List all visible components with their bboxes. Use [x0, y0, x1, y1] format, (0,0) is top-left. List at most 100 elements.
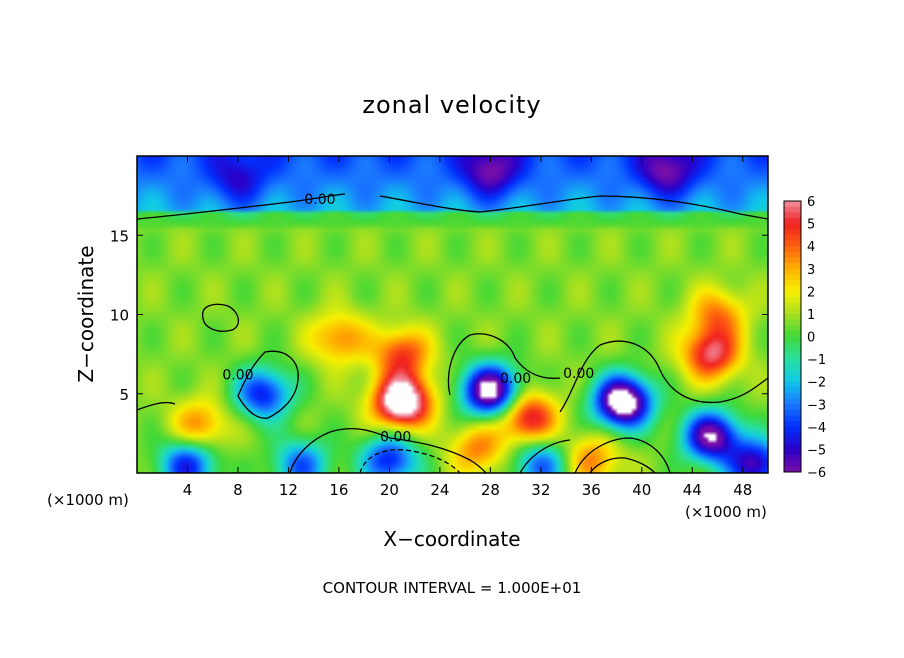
- x-tick-label: 4: [183, 481, 193, 499]
- colorbar-tick-label: −4: [807, 421, 826, 436]
- contour-labels: 0.00 0.00 0.00 0.00 0.00: [222, 192, 594, 446]
- colorbar: 6 5 4 3 2 1 0 −1 −2 −3 −4 −5 −6: [783, 195, 826, 481]
- colorbar-swatch: [784, 201, 801, 208]
- colorbar-swatch: [784, 460, 801, 467]
- colorbar-swatch: [784, 381, 801, 388]
- central-cell-contour: [289, 428, 487, 473]
- colorbar-swatch: [784, 223, 801, 230]
- colorbar-swatch: [784, 268, 801, 275]
- colorbar-swatch: [784, 240, 801, 247]
- x-tick-label: 8: [233, 481, 243, 499]
- colorbar-swatch: [784, 336, 801, 343]
- colorbar-tick-label: −1: [807, 353, 826, 368]
- colorbar-swatch: [784, 263, 801, 270]
- colorbar-swatch: [784, 438, 801, 445]
- right-cell-contour: [559, 340, 768, 413]
- y-axis: 5 10 15: [110, 227, 768, 404]
- colorbar-swatch: [784, 342, 801, 349]
- colorbar-swatch: [784, 274, 801, 281]
- colorbar-tick-label: −6: [807, 466, 826, 481]
- y-tick-label: 10: [110, 307, 129, 325]
- plot-area: 0.00 0.00 0.00 0.00 0.00: [137, 156, 768, 473]
- colorbar-swatch: [784, 313, 801, 320]
- x-unit-left: (×1000 m): [47, 491, 129, 509]
- x-unit-right: (×1000 m): [685, 503, 767, 521]
- chart-title: zonal velocity: [362, 91, 541, 119]
- y-axis-label: Z−coordinate: [74, 245, 98, 382]
- colorbar-swatch: [784, 426, 801, 433]
- colorbar-swatch: [784, 217, 801, 224]
- x-tick-label: 48: [733, 481, 752, 499]
- colorbar-tick-label: 1: [807, 308, 815, 323]
- colorbar-swatch: [784, 325, 801, 332]
- left-boundary-contour: [137, 350, 299, 419]
- colorbar-swatch: [784, 376, 801, 383]
- x-tick-label: 24: [430, 481, 449, 499]
- contour-label-0: 0.00: [304, 192, 335, 208]
- upper-left-cell-contour: [202, 303, 239, 332]
- colorbar-tick-label: 4: [807, 240, 815, 255]
- colorbar-swatch: [784, 291, 801, 298]
- colorbar-swatch: [784, 432, 801, 439]
- x-axis-label: X−coordinate: [383, 527, 520, 551]
- colorbar-swatch: [784, 409, 801, 416]
- x-tick-label: 36: [582, 481, 601, 499]
- contour-label-3: 0.00: [500, 371, 531, 387]
- bottom-center-contour: [519, 437, 671, 473]
- colorbar-swatch: [784, 404, 801, 411]
- x-tick-label: 40: [632, 481, 651, 499]
- colorbar-swatch: [784, 280, 801, 287]
- x-tick-label: 20: [380, 481, 399, 499]
- x-tick-label: 44: [683, 481, 702, 499]
- x-tick-label: 12: [279, 481, 298, 499]
- mid-cell-contour: [447, 333, 561, 396]
- y-tick-label: 15: [110, 227, 129, 245]
- x-tick-label: 32: [531, 481, 550, 499]
- colorbar-swatch: [784, 359, 801, 366]
- colorbar-tick-label: −2: [807, 376, 826, 391]
- colorbar-tick-label: 6: [807, 195, 815, 210]
- contour-interval-note: CONTOUR INTERVAL = 1.000E+01: [323, 579, 582, 597]
- x-axis: 4 8 12 16 20 24 28 32 36 40 44 48: [183, 156, 752, 499]
- zero-contours: [137, 193, 768, 473]
- colorbar-swatch: [784, 212, 801, 219]
- colorbar-swatch: [784, 353, 801, 360]
- colorbar-swatch: [784, 370, 801, 377]
- colorbar-swatch: [784, 387, 801, 394]
- colorbar-tick-label: −5: [807, 443, 826, 458]
- colorbar-swatch: [784, 455, 801, 462]
- contour-label-1: 0.00: [222, 368, 253, 384]
- colorbar-swatch: [784, 246, 801, 253]
- colorbar-tick-label: 5: [807, 218, 815, 233]
- colorbar-swatch: [784, 285, 801, 292]
- velocity-field: [137, 156, 768, 473]
- colorbar-swatch: [784, 398, 801, 405]
- colorbar-tick-label: 2: [807, 285, 815, 300]
- colorbar-swatch: [784, 449, 801, 456]
- contour-label-4: 0.00: [563, 366, 594, 382]
- colorbar-swatch: [784, 257, 801, 264]
- colorbar-swatch: [784, 206, 801, 213]
- tropopause-contour: [137, 193, 768, 220]
- inner-solid-contour: [589, 457, 656, 473]
- contour-label-2: 0.00: [380, 430, 411, 446]
- colorbar-swatch: [784, 443, 801, 450]
- y-tick-label: 5: [119, 386, 129, 404]
- colorbar-swatch: [784, 251, 801, 258]
- x-tick-label: 16: [329, 481, 348, 499]
- colorbar-swatch: [784, 319, 801, 326]
- colorbar-swatch: [784, 229, 801, 236]
- colorbar-swatch: [784, 392, 801, 400]
- colorbar-swatch: [784, 296, 801, 304]
- colorbar-swatch: [784, 466, 801, 473]
- colorbar-swatch: [784, 415, 801, 422]
- colorbar-frame: [783, 200, 802, 473]
- colorbar-swatch: [784, 364, 801, 371]
- x-tick-label: 28: [481, 481, 500, 499]
- colorbar-swatch: [784, 308, 801, 315]
- colorbar-swatch: [784, 234, 801, 241]
- colorbar-swatch: [784, 347, 801, 354]
- colorbar-tick-label: −3: [807, 398, 826, 413]
